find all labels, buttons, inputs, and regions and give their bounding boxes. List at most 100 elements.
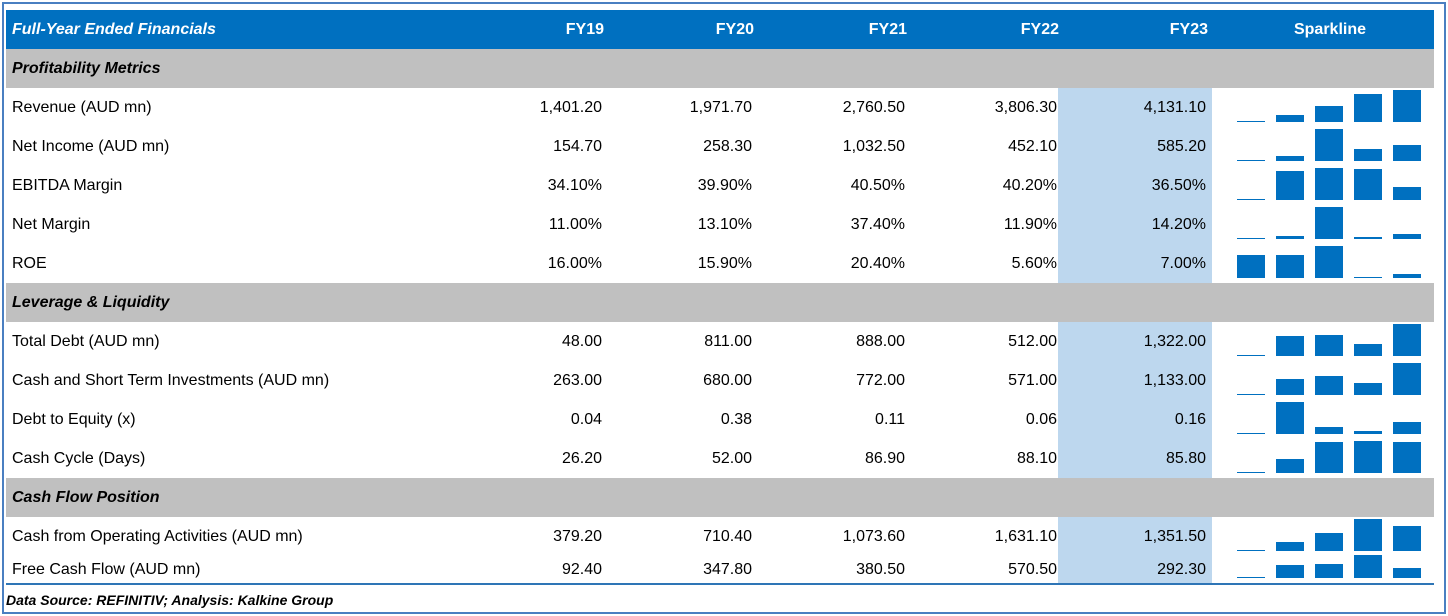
sparkline-bar bbox=[1276, 336, 1304, 356]
sparkline-bar bbox=[1237, 121, 1265, 122]
section-row bbox=[6, 49, 1434, 88]
fy23-highlight bbox=[1058, 439, 1212, 478]
cell-value: 11.90% bbox=[1003, 216, 1057, 233]
sparkline-bar bbox=[1393, 525, 1421, 551]
sparkline-bar bbox=[1354, 169, 1382, 200]
cell-value: 811.00 bbox=[704, 333, 752, 350]
sparkline-bar bbox=[1276, 255, 1304, 278]
fy23-highlight bbox=[1058, 517, 1212, 556]
cell-value: 0.04 bbox=[570, 411, 602, 428]
cell-value: 15.90% bbox=[697, 255, 752, 272]
fy23-highlight bbox=[1058, 322, 1212, 361]
cell-value: 14.20% bbox=[1151, 216, 1206, 233]
section-title: Cash Flow Position bbox=[12, 489, 160, 506]
sparkline-bar bbox=[1354, 383, 1382, 395]
cell-value: 11.00% bbox=[548, 216, 602, 233]
column-header: FY22 bbox=[1020, 21, 1059, 38]
sparkline-bar bbox=[1276, 156, 1304, 161]
sparkline-bar bbox=[1315, 334, 1343, 356]
sparkline-bar bbox=[1393, 324, 1421, 356]
cell-value: 92.40 bbox=[561, 561, 602, 578]
sparkline-bar bbox=[1315, 129, 1343, 161]
cell-value: 39.90% bbox=[697, 177, 752, 194]
cell-value: 2,760.50 bbox=[842, 99, 905, 116]
row-label: ROE bbox=[12, 255, 47, 272]
sparkline-bar bbox=[1393, 422, 1421, 434]
sparkline-bar bbox=[1237, 160, 1265, 161]
cell-value: 680.00 bbox=[703, 372, 752, 389]
bottom-rule bbox=[6, 583, 1434, 585]
header-row bbox=[6, 10, 1434, 49]
row-label: Net Income (AUD mn) bbox=[12, 138, 170, 155]
sparkline-bar bbox=[1354, 519, 1382, 551]
cell-value: 292.30 bbox=[1157, 561, 1206, 578]
sparkline-bar bbox=[1315, 246, 1343, 278]
cell-value: 37.40% bbox=[850, 216, 905, 233]
column-header: FY23 bbox=[1169, 21, 1208, 38]
cell-value: 85.80 bbox=[1165, 450, 1206, 467]
cell-value: 1,322.00 bbox=[1143, 333, 1206, 350]
cell-value: 772.00 bbox=[856, 372, 905, 389]
cell-value: 40.50% bbox=[850, 177, 905, 194]
sparkline-bar bbox=[1393, 274, 1421, 278]
header-title: Full-Year Ended Financials bbox=[12, 21, 216, 38]
sparkline-bar bbox=[1276, 402, 1304, 434]
cell-value: 52.00 bbox=[711, 450, 752, 467]
cell-value: 20.40% bbox=[850, 255, 905, 272]
cell-value: 1,351.50 bbox=[1143, 528, 1206, 545]
cell-value: 452.10 bbox=[1008, 138, 1057, 155]
column-header: FY19 bbox=[565, 21, 604, 38]
sparkline-bar bbox=[1354, 236, 1382, 239]
fy23-highlight bbox=[1058, 88, 1212, 127]
cell-value: 1,073.60 bbox=[842, 528, 905, 545]
sparkline-bar bbox=[1354, 277, 1382, 278]
row-label: Net Margin bbox=[12, 216, 91, 233]
cell-value: 512.00 bbox=[1008, 333, 1057, 350]
sparkline-bar bbox=[1237, 550, 1265, 551]
cell-value: 13.10% bbox=[697, 216, 752, 233]
sparkline-bar bbox=[1315, 532, 1343, 551]
sparkline-bar bbox=[1393, 90, 1421, 122]
cell-value: 40.20% bbox=[1002, 177, 1057, 194]
cell-value: 379.20 bbox=[553, 528, 602, 545]
cell-value: 1,971.70 bbox=[689, 99, 752, 116]
sparkline-bar bbox=[1354, 431, 1382, 434]
sparkline-bar bbox=[1237, 577, 1265, 578]
cell-value: 585.20 bbox=[1157, 138, 1206, 155]
sparkline-bar bbox=[1315, 441, 1343, 473]
cell-value: 1,133.00 bbox=[1143, 372, 1206, 389]
cell-value: 0.38 bbox=[720, 411, 752, 428]
sparkline-bar bbox=[1354, 343, 1382, 356]
cell-value: 710.40 bbox=[703, 528, 752, 545]
sparkline-bar bbox=[1276, 459, 1304, 473]
section-row bbox=[6, 478, 1434, 517]
fy23-highlight bbox=[1058, 556, 1212, 583]
sparkline-bar bbox=[1276, 235, 1304, 239]
fy23-highlight bbox=[1058, 400, 1212, 439]
sparkline-bar bbox=[1393, 187, 1421, 200]
cell-value: 34.10% bbox=[547, 177, 602, 194]
cell-value: 888.00 bbox=[856, 333, 905, 350]
sparkline-bar bbox=[1276, 379, 1304, 395]
sparkline-bar bbox=[1393, 363, 1421, 395]
section-title: Profitability Metrics bbox=[12, 60, 161, 77]
sparkline-bar bbox=[1237, 433, 1265, 434]
sparkline-bar bbox=[1315, 105, 1343, 122]
cell-value: 263.00 bbox=[553, 372, 602, 389]
fy23-highlight bbox=[1058, 166, 1212, 205]
cell-value: 571.00 bbox=[1008, 372, 1057, 389]
sparkline-bar bbox=[1276, 541, 1304, 551]
row-label: EBITDA Margin bbox=[12, 177, 123, 194]
cell-value: 36.50% bbox=[1151, 177, 1206, 194]
fy23-highlight bbox=[1058, 127, 1212, 166]
cell-value: 0.16 bbox=[1174, 411, 1206, 428]
row-label: Revenue (AUD mn) bbox=[12, 99, 152, 116]
cell-value: 16.00% bbox=[547, 255, 602, 272]
sparkline-bar bbox=[1276, 114, 1304, 122]
column-header: FY21 bbox=[868, 21, 907, 38]
sparkline-bar bbox=[1315, 375, 1343, 395]
sparkline-bar bbox=[1237, 238, 1265, 239]
sparkline-bar bbox=[1315, 168, 1343, 200]
sparkline-bar bbox=[1237, 355, 1265, 356]
